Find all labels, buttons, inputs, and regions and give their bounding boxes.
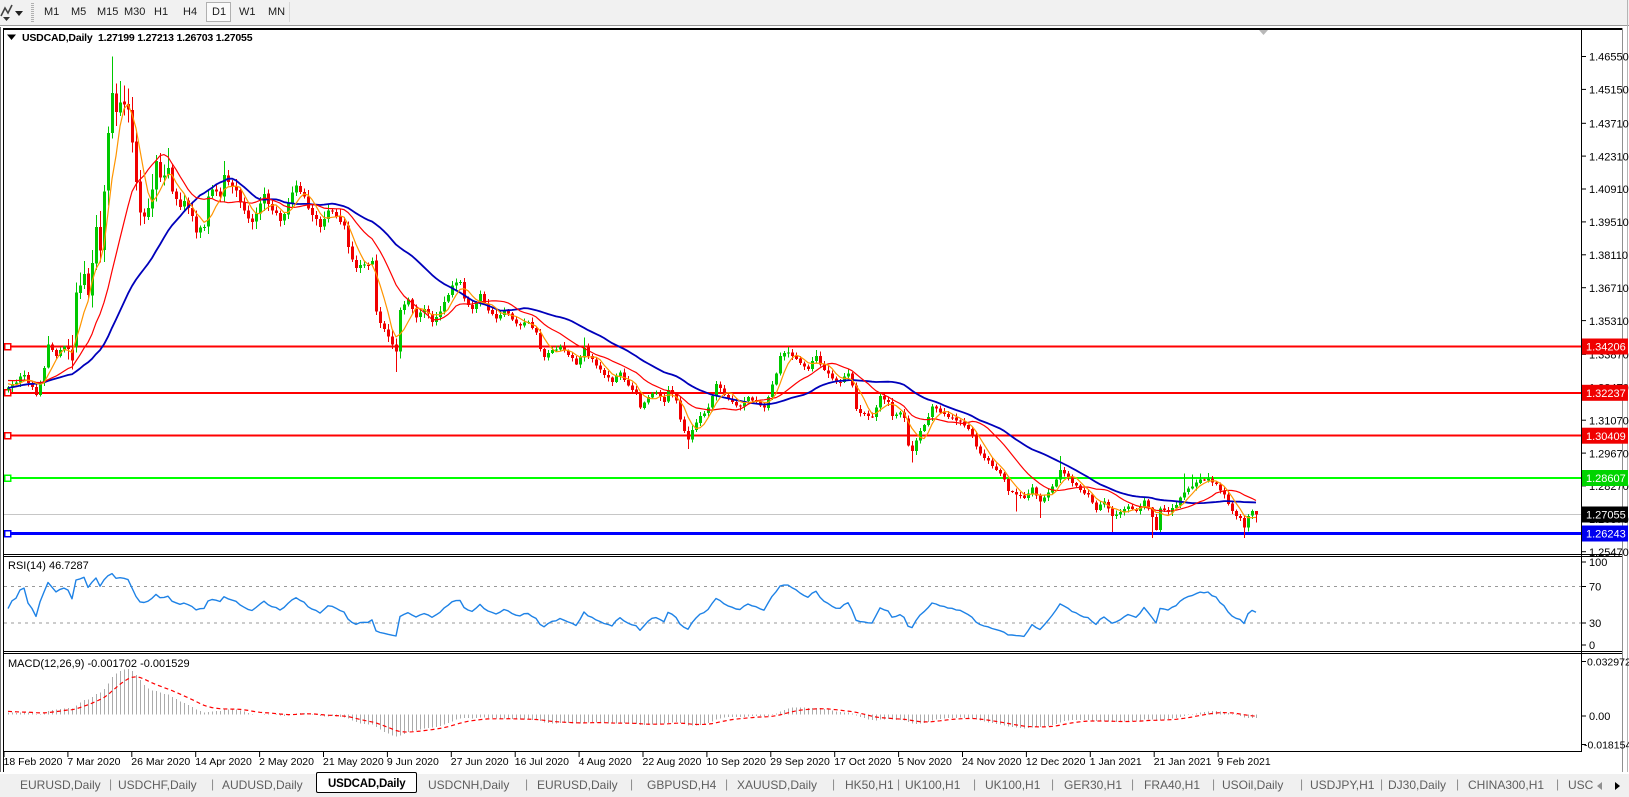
svg-text:17 Oct 2020: 17 Oct 2020: [834, 756, 891, 768]
svg-text:4 Aug 2020: 4 Aug 2020: [579, 756, 632, 768]
svg-text:0.032972: 0.032972: [1587, 657, 1629, 669]
svg-text:21 May 2020: 21 May 2020: [323, 756, 384, 768]
svg-text:1.26243: 1.26243: [1586, 529, 1626, 541]
svg-text:RSI(14) 46.7287: RSI(14) 46.7287: [8, 560, 89, 572]
svg-text:0: 0: [1589, 640, 1595, 652]
svg-text:1.40910: 1.40910: [1589, 184, 1629, 196]
svg-text:70: 70: [1589, 582, 1601, 594]
svg-text:1.31070: 1.31070: [1589, 415, 1629, 427]
svg-text:12 Dec 2020: 12 Dec 2020: [1026, 756, 1086, 768]
svg-text:30: 30: [1589, 618, 1601, 630]
svg-text:5 Nov 2020: 5 Nov 2020: [898, 756, 952, 768]
svg-text:1.34206: 1.34206: [1586, 342, 1626, 354]
svg-text:100: 100: [1589, 557, 1607, 569]
svg-text:USDCAD,Daily 1.27199 1.27213: USDCAD,Daily 1.27199 1.27213 1.26703 1.2…: [22, 32, 253, 44]
svg-text:1.30409: 1.30409: [1586, 431, 1626, 443]
svg-text:27 Jun 2020: 27 Jun 2020: [451, 756, 509, 768]
svg-text:1 Jan 2021: 1 Jan 2021: [1090, 756, 1142, 768]
svg-text:-0.018154: -0.018154: [1584, 740, 1629, 752]
svg-text:21 Jan 2021: 21 Jan 2021: [1154, 756, 1212, 768]
svg-text:18 Feb 2020: 18 Feb 2020: [4, 756, 63, 768]
svg-text:22 Aug 2020: 22 Aug 2020: [643, 756, 702, 768]
svg-text:1.39510: 1.39510: [1589, 217, 1629, 229]
svg-text:1.45150: 1.45150: [1589, 85, 1629, 97]
svg-text:1.27055: 1.27055: [1586, 510, 1626, 522]
svg-text:1.25470: 1.25470: [1589, 547, 1629, 559]
svg-text:0.00: 0.00: [1589, 711, 1610, 723]
svg-text:26 Mar 2020: 26 Mar 2020: [131, 756, 190, 768]
svg-text:1.28607: 1.28607: [1586, 473, 1626, 485]
svg-text:1.46550: 1.46550: [1589, 52, 1629, 64]
svg-text:1.32237: 1.32237: [1586, 388, 1626, 400]
svg-text:1.35310: 1.35310: [1589, 316, 1629, 328]
svg-text:29 Sep 2020: 29 Sep 2020: [770, 756, 830, 768]
svg-text:24 Nov 2020: 24 Nov 2020: [962, 756, 1022, 768]
svg-text:1.42310: 1.42310: [1589, 151, 1629, 163]
svg-text:10 Sep 2020: 10 Sep 2020: [706, 756, 766, 768]
svg-text:7 Mar 2020: 7 Mar 2020: [67, 756, 120, 768]
svg-text:1.36710: 1.36710: [1589, 283, 1629, 295]
svg-text:9 Jun 2020: 9 Jun 2020: [387, 756, 439, 768]
svg-text:MACD(12,26,9) -0.001702 -0.001: MACD(12,26,9) -0.001702 -0.001529: [8, 658, 190, 670]
svg-text:2 May 2020: 2 May 2020: [259, 756, 314, 768]
svg-text:14 Apr 2020: 14 Apr 2020: [195, 756, 252, 768]
svg-text:1.29670: 1.29670: [1589, 448, 1629, 460]
svg-text:1.43710: 1.43710: [1589, 119, 1629, 131]
svg-text:16 Jul 2020: 16 Jul 2020: [515, 756, 569, 768]
svg-text:9 Feb 2021: 9 Feb 2021: [1218, 756, 1271, 768]
svg-text:1.38110: 1.38110: [1589, 250, 1628, 262]
